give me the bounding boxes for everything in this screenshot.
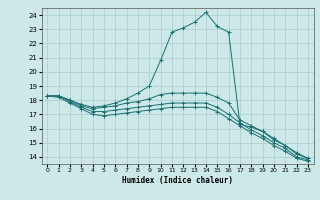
X-axis label: Humidex (Indice chaleur): Humidex (Indice chaleur)	[122, 176, 233, 185]
